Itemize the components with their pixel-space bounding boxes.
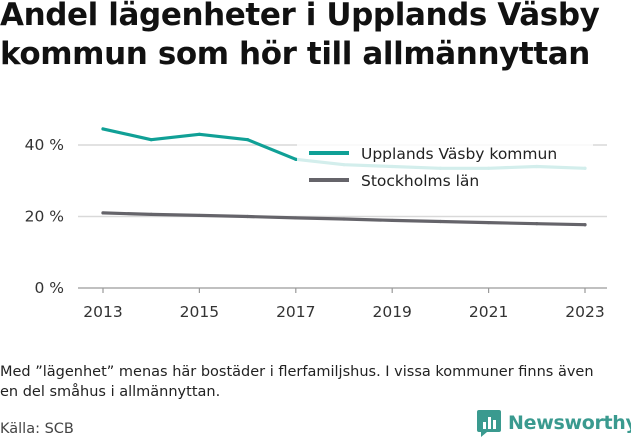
y-axis-labels: 0 % 20 % 40 %	[25, 136, 64, 297]
line-chart: Upplands Väsby kommun Stockholms län 0 % 2…	[25, 127, 607, 321]
x-tick-label: 2019	[372, 303, 411, 321]
legend-label: Upplands Väsby kommun	[361, 145, 557, 163]
y-tick-label: 40 %	[25, 136, 64, 154]
x-axis-labels: 2013 2015 2017 2019 2021 2023	[83, 288, 605, 321]
x-tick-label: 2013	[83, 303, 122, 321]
data-point	[294, 157, 298, 161]
brand-name: Newsworthy	[508, 412, 631, 434]
data-point	[390, 218, 394, 223]
data-point	[535, 222, 539, 226]
data-point	[197, 132, 201, 136]
data-point	[294, 216, 298, 220]
chart-title: Andel lägenheter i Upplands Väsby kommun…	[0, 0, 600, 72]
data-point	[246, 214, 250, 219]
data-point	[487, 220, 491, 225]
legend: Upplands Väsby kommun Stockholms län	[297, 140, 593, 198]
data-point	[149, 138, 153, 142]
x-tick-label: 2017	[276, 303, 315, 321]
data-point	[438, 219, 442, 224]
data-point	[101, 127, 105, 131]
x-tick-label: 2021	[469, 303, 508, 321]
data-point	[149, 212, 153, 216]
x-tick-label: 2015	[180, 303, 219, 321]
legend-label: Stockholms län	[361, 172, 479, 190]
legend-background	[297, 140, 593, 198]
footnote: Med ”lägenhet” menas här bostäder i fler…	[0, 364, 594, 400]
data-point	[342, 217, 346, 221]
data-point	[101, 211, 105, 215]
source-label: Källa: SCB	[0, 421, 74, 437]
data-point	[583, 223, 587, 227]
data-point	[246, 138, 250, 142]
y-tick-label: 20 %	[25, 208, 64, 226]
y-tick-label: 0 %	[34, 279, 64, 297]
x-tick-label: 2023	[565, 303, 604, 321]
newsworthy-logo: Newsworthy	[476, 408, 631, 438]
bar-chart-icon	[477, 410, 501, 437]
data-point	[197, 213, 201, 218]
